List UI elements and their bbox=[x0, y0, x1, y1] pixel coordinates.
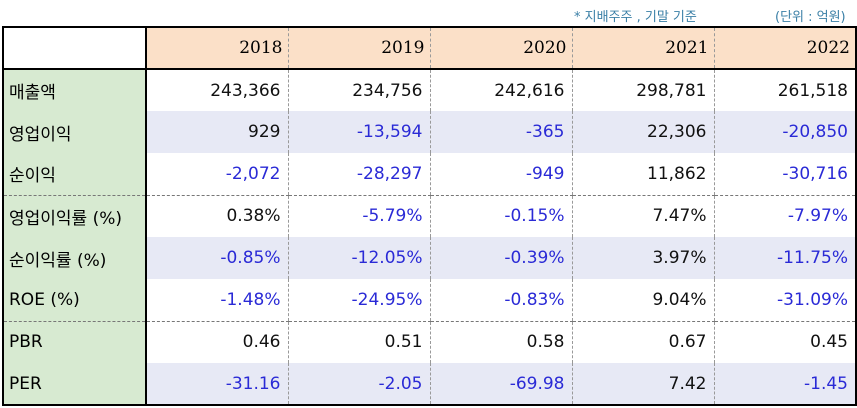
table-cell: 0.67 bbox=[571, 321, 714, 363]
row-label: 영업이익률 (%) bbox=[3, 195, 147, 237]
basis-note: * 지배주주 , 기말 기준 bbox=[574, 10, 697, 25]
table-cell: -28,297 bbox=[287, 153, 430, 196]
row-label: 영업이익 bbox=[3, 111, 147, 153]
row-label: PBR bbox=[3, 321, 147, 363]
header-row: 2018 2019 2020 2021 2022 bbox=[3, 27, 856, 70]
table-cell: -20,850 bbox=[713, 111, 856, 153]
table-cell: 242,616 bbox=[429, 69, 572, 111]
table-cell: -7.97% bbox=[713, 195, 856, 237]
table-cell: 0.38% bbox=[145, 195, 288, 237]
table-cell: 11,862 bbox=[571, 153, 714, 196]
table-cell: -0.83% bbox=[429, 279, 572, 322]
table-row: 순이익률 (%) -0.85% -12.05% -0.39% 3.97% -11… bbox=[3, 237, 856, 279]
table-row: ROE (%) -1.48% -24.95% -0.83% 9.04% -31.… bbox=[3, 279, 856, 322]
corner-cell bbox=[3, 27, 147, 70]
table-cell: -1.48% bbox=[145, 279, 288, 322]
table-row: 순이익 -2,072 -28,297 -949 11,862 -30,716 bbox=[3, 153, 856, 196]
table-cell: -5.79% bbox=[287, 195, 430, 237]
table-row: PER -31.16 -2.05 -69.98 7.42 -1.45 bbox=[3, 363, 856, 405]
table-cell: -69.98 bbox=[429, 363, 572, 405]
table-cell: 7.47% bbox=[571, 195, 714, 237]
table-cell: -31.16 bbox=[145, 363, 288, 405]
table-cell: 0.45 bbox=[713, 321, 856, 363]
table-cell: -0.15% bbox=[429, 195, 572, 237]
table-cell: 9.04% bbox=[571, 279, 714, 322]
year-header: 2018 bbox=[145, 27, 288, 70]
table-cell: 0.46 bbox=[145, 321, 288, 363]
row-label: 매출액 bbox=[3, 69, 147, 111]
year-header: 2021 bbox=[571, 27, 714, 70]
table-cell: -2.05 bbox=[287, 363, 430, 405]
unit-note: (단위 : 억원) bbox=[775, 10, 846, 25]
year-header: 2022 bbox=[713, 27, 856, 70]
year-header: 2019 bbox=[287, 27, 430, 70]
row-label: PER bbox=[3, 363, 147, 405]
row-label: ROE (%) bbox=[3, 279, 147, 322]
table-cell: -0.85% bbox=[145, 237, 288, 279]
table-cell: -24.95% bbox=[287, 279, 430, 322]
table-cell: -0.39% bbox=[429, 237, 572, 279]
table-row: 영업이익 929 -13,594 -365 22,306 -20,850 bbox=[3, 111, 856, 153]
table-cell: -2,072 bbox=[145, 153, 288, 196]
table-cell: 7.42 bbox=[571, 363, 714, 405]
table-cell: 0.51 bbox=[287, 321, 430, 363]
table-cell: 929 bbox=[145, 111, 288, 153]
table-cell: -1.45 bbox=[713, 363, 856, 405]
table-cell: 234,756 bbox=[287, 69, 430, 111]
table-cell: -12.05% bbox=[287, 237, 430, 279]
table-row: PBR 0.46 0.51 0.58 0.67 0.45 bbox=[3, 321, 856, 363]
table-cell: -31.09% bbox=[713, 279, 856, 322]
table-cell: 261,518 bbox=[713, 69, 856, 111]
table-cell: 22,306 bbox=[571, 111, 714, 153]
year-header: 2020 bbox=[429, 27, 572, 70]
row-label: 순이익률 (%) bbox=[3, 237, 147, 279]
table-cell: 298,781 bbox=[571, 69, 714, 111]
table-cell: -30,716 bbox=[713, 153, 856, 196]
table-cell: -13,594 bbox=[287, 111, 430, 153]
table-cell: 243,366 bbox=[145, 69, 288, 111]
table-cell: -11.75% bbox=[713, 237, 856, 279]
row-label: 순이익 bbox=[3, 153, 147, 196]
table-cell: 0.58 bbox=[429, 321, 572, 363]
table-cell: 3.97% bbox=[571, 237, 714, 279]
financial-table: 2018 2019 2020 2021 2022 매출액 243,366 234… bbox=[2, 26, 857, 406]
table-row: 매출액 243,366 234,756 242,616 298,781 261,… bbox=[3, 69, 856, 111]
table-cell: -949 bbox=[429, 153, 572, 196]
table-row: 영업이익률 (%) 0.38% -5.79% -0.15% 7.47% -7.9… bbox=[3, 195, 856, 237]
table-cell: -365 bbox=[429, 111, 572, 153]
